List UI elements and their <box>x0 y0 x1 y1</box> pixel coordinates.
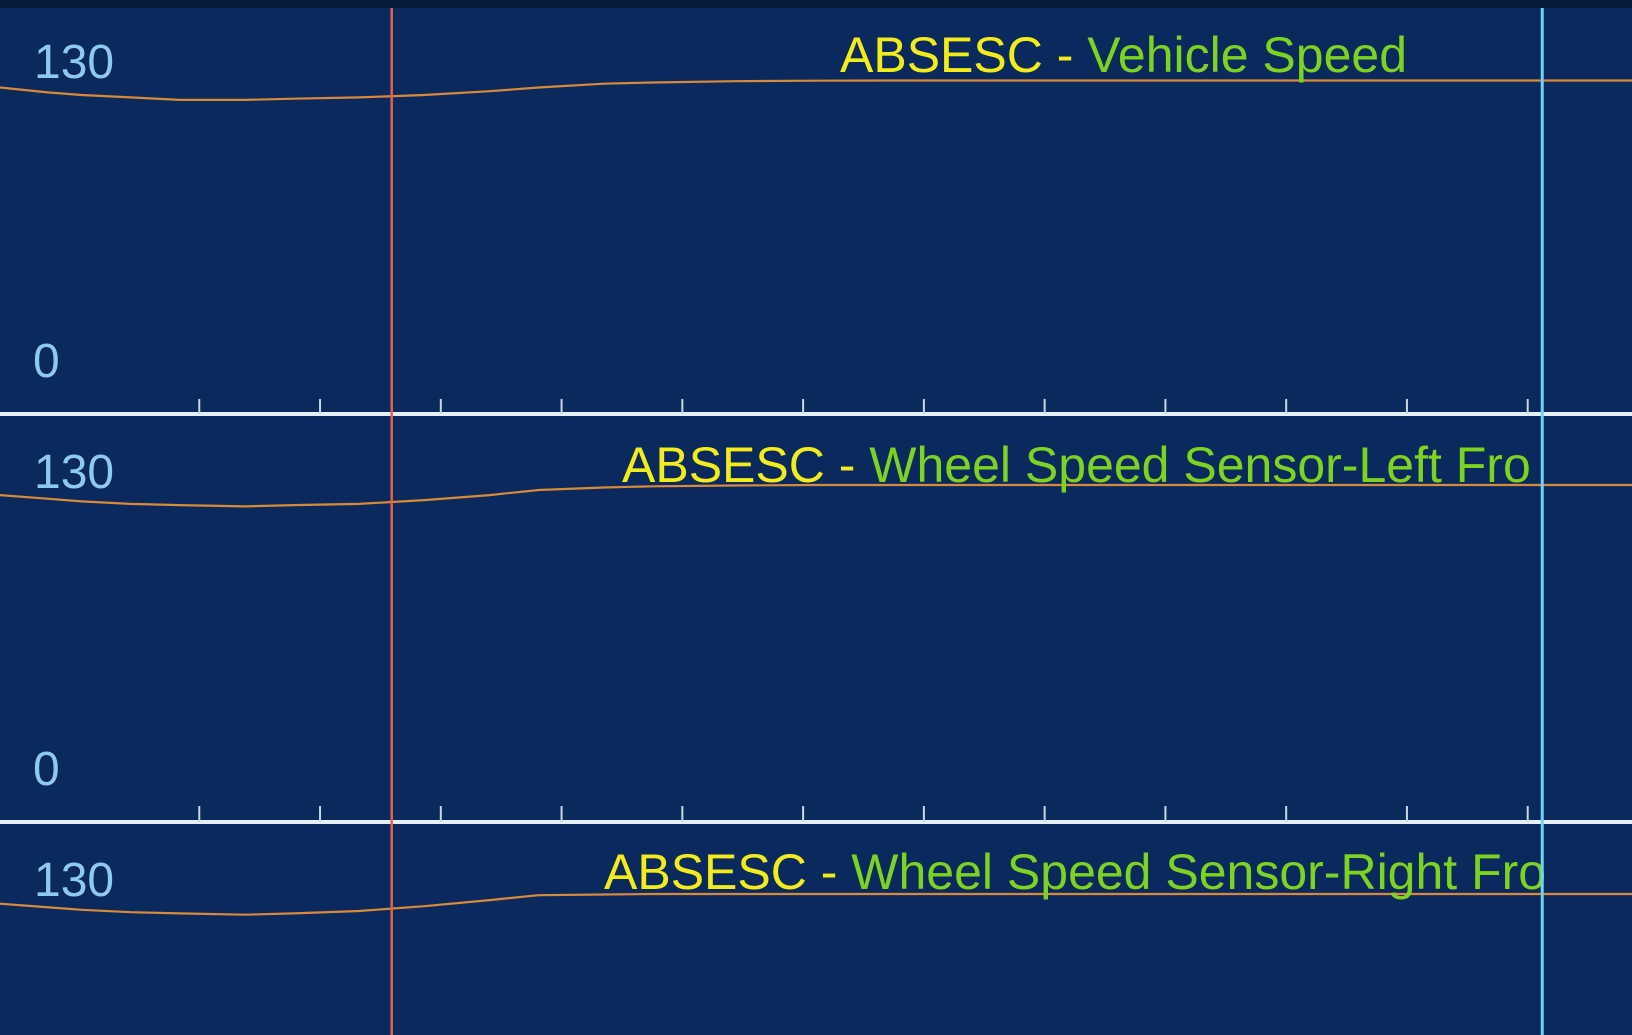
channel-title-1: ABSESC - Vehicle Speed <box>840 27 1407 83</box>
y-tick-label-top-2: 130 <box>34 446 114 499</box>
trace-line-1 <box>0 79 1632 102</box>
y-tick-label-bottom-1: 0 <box>33 335 60 388</box>
channel-signal-label: Wheel Speed Sensor-Left Fro <box>869 437 1530 493</box>
y-tick-label-bottom-2: 0 <box>33 743 60 796</box>
channel-signal-label: Wheel Speed Sensor-Right Fro <box>851 844 1546 900</box>
channel-module-label: ABSESC - <box>622 437 869 493</box>
channel-title-3: ABSESC - Wheel Speed Sensor-Right Fro <box>604 844 1546 900</box>
channel-module-label: ABSESC - <box>840 27 1087 83</box>
trace-line-3 <box>0 892 1632 916</box>
channel-signal-label: Vehicle Speed <box>1087 27 1407 83</box>
top-frame-border <box>0 0 1632 8</box>
trace-line-2 <box>0 483 1632 508</box>
channel-module-label: ABSESC - <box>604 844 851 900</box>
y-tick-label-top-3: 130 <box>34 854 114 907</box>
y-tick-label-top-1: 130 <box>34 36 114 89</box>
channel-title-2: ABSESC - Wheel Speed Sensor-Left Fro <box>622 437 1531 493</box>
